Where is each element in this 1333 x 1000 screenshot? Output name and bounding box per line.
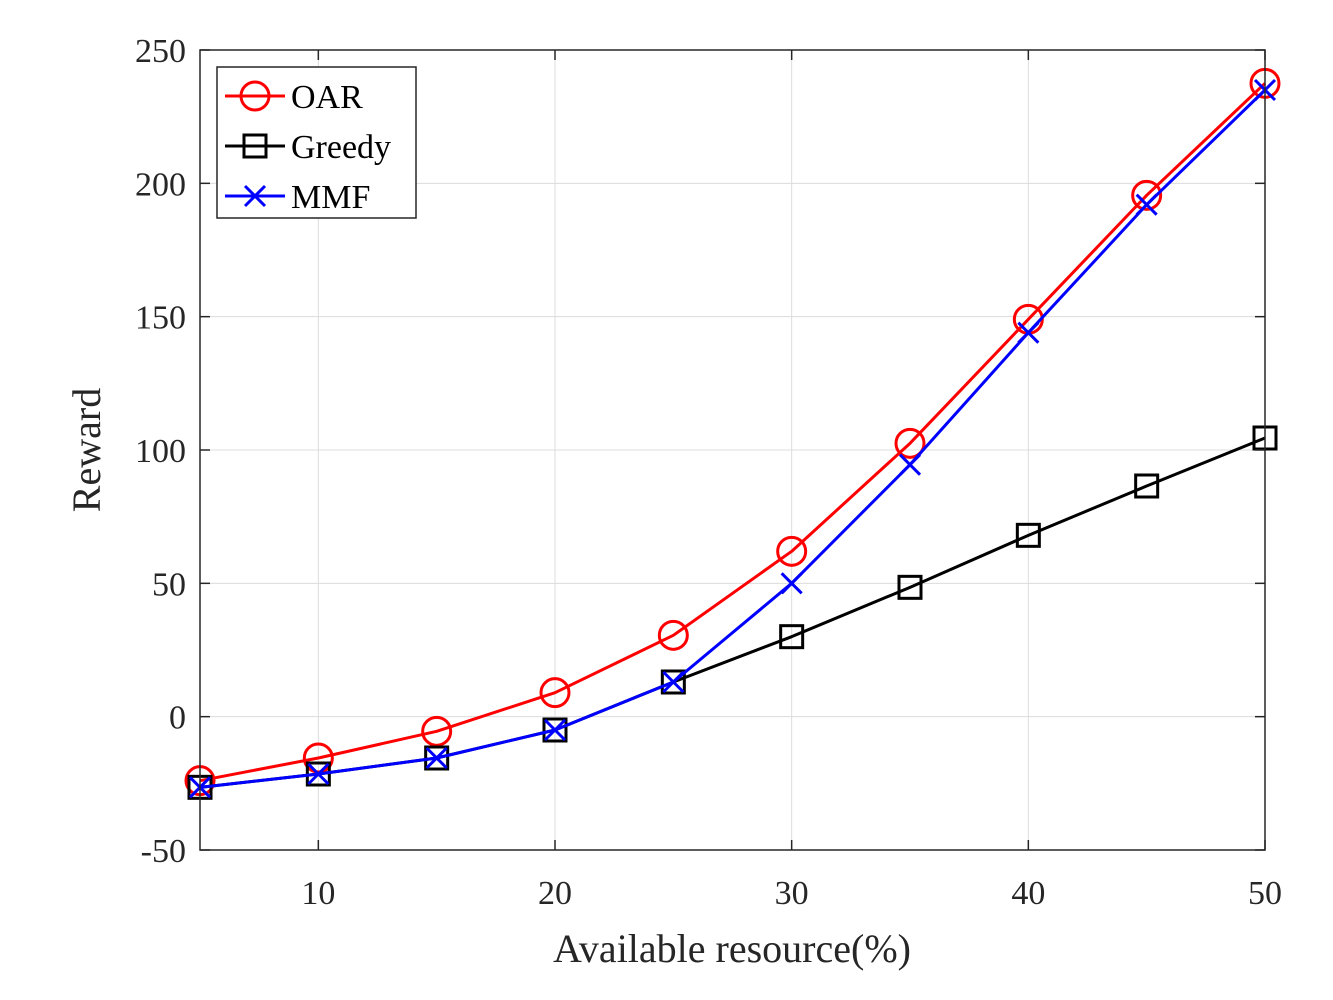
y-tick-label: 150 [135, 300, 186, 337]
data-point-mmf [307, 762, 330, 786]
legend-label-mmf: MMF [291, 179, 370, 216]
x-tick-label: 40 [1011, 875, 1045, 912]
x-tick-label: 20 [538, 875, 572, 912]
data-point-mmf [780, 572, 803, 595]
data-point-mmf-stroke-b [307, 762, 330, 786]
x-tick-label: 30 [775, 875, 809, 912]
legend-marker-mmf-stroke-b [243, 184, 267, 208]
legend-item-mmf: MMF [225, 179, 370, 216]
data-point-mmf [1017, 321, 1040, 344]
legend-item-oar: OAR [225, 79, 363, 116]
data-point-greedy [779, 624, 805, 650]
data-point-mmf [1135, 193, 1158, 216]
data-point-mmf-stroke-b [662, 670, 685, 694]
y-tick-label: 50 [152, 566, 186, 603]
x-axis-title: Available resource(%) [553, 926, 911, 971]
series-layer [184, 67, 1281, 800]
data-point-oar [894, 427, 926, 459]
data-point-mmf-stroke-b [898, 453, 922, 476]
y-tick-label: 200 [135, 166, 186, 203]
data-point-greedy [897, 574, 923, 600]
legend-marker-mmf [243, 184, 267, 208]
data-point-greedy [542, 717, 568, 743]
x-tick-label: 50 [1248, 875, 1282, 912]
tick-layer: 10 20 30 40 50 -50 0 50 100 150 200 250 [135, 33, 1282, 912]
data-point-mmf-stroke-b [425, 746, 448, 770]
x-tick-label: 10 [301, 875, 335, 912]
data-point-oar [1131, 179, 1163, 211]
y-tick-label: 250 [135, 33, 186, 70]
data-point-mmf-stroke-b [1017, 321, 1040, 344]
data-point-oar [776, 535, 808, 567]
series-line-mmf [199, 88, 1267, 789]
legend-marker-greedy [242, 133, 268, 159]
data-point-greedy [1134, 473, 1160, 499]
data-point-oar [539, 677, 571, 709]
series-mmf [188, 78, 1277, 799]
y-tick-label: 0 [169, 700, 186, 737]
data-point-mmf [543, 718, 567, 742]
y-tick-label: 100 [135, 433, 186, 470]
y-tick-label: -50 [141, 833, 186, 870]
y-axis-title: Reward [64, 388, 109, 512]
data-point-mmf [662, 670, 685, 694]
series-line-oar [199, 82, 1267, 783]
legend: OAR Greedy MMF [216, 66, 417, 219]
data-point-oar [421, 715, 453, 747]
data-point-mmf-stroke-b [780, 572, 803, 595]
data-point-greedy [1015, 522, 1041, 548]
legend-items: OAR Greedy MMF [225, 79, 391, 216]
grid-layer [200, 49, 1266, 851]
data-point-mmf-stroke-b [1135, 193, 1158, 216]
data-point-mmf [425, 746, 448, 770]
legend-item-greedy: Greedy [225, 129, 391, 166]
data-point-mmf [898, 453, 922, 476]
legend-label-oar: OAR [291, 79, 363, 116]
data-point-mmf-stroke-b [543, 718, 567, 742]
legend-marker-oar [239, 80, 271, 112]
data-point-oar [657, 619, 689, 651]
data-point-greedy [660, 669, 686, 695]
legend-label-greedy: Greedy [291, 129, 391, 166]
